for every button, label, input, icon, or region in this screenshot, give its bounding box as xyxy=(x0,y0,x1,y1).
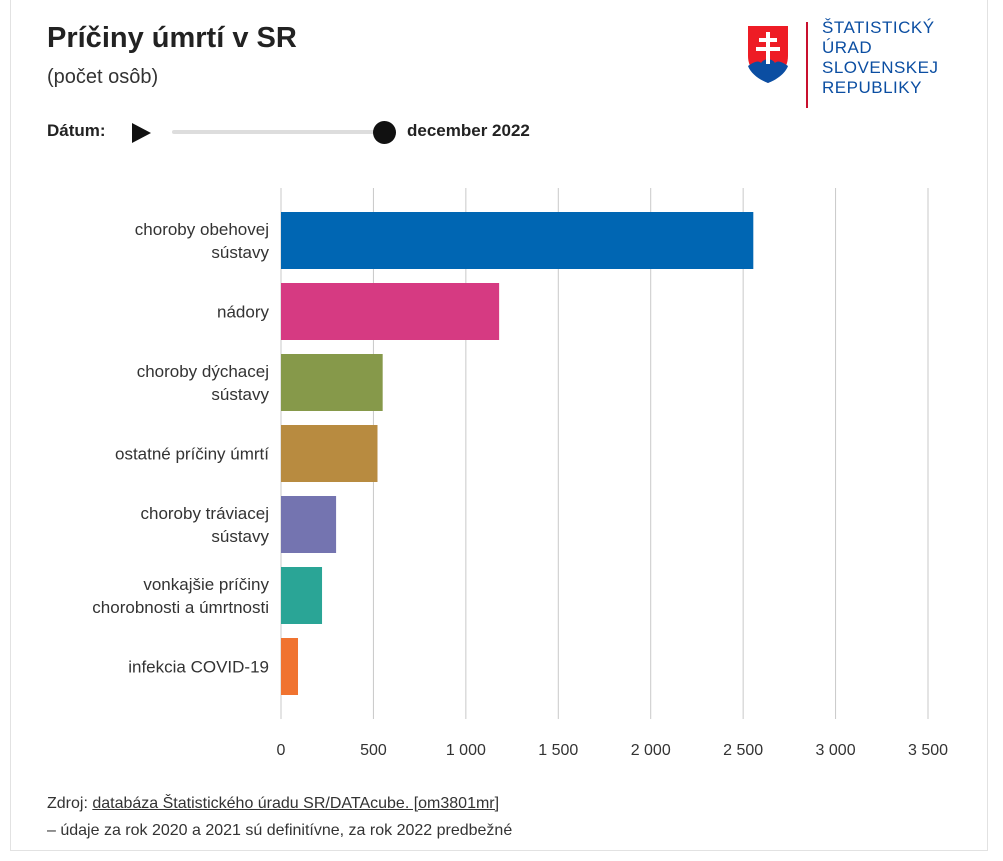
category-label-line: vonkajšie príčiny xyxy=(143,575,269,594)
slovak-coat-of-arms-icon xyxy=(745,23,791,86)
date-label: Dátum: xyxy=(47,121,106,140)
logo-text-line: ŠTATISTICKÝ xyxy=(822,18,935,37)
footer: Zdroj: databáza Štatistického úradu SR/D… xyxy=(47,790,512,844)
bar xyxy=(281,212,754,269)
x-tick-label: 2 500 xyxy=(723,742,763,759)
category-label-line: chorobnosti a úmrtnosti xyxy=(92,598,269,617)
logo-text-line: REPUBLIKY xyxy=(822,78,922,97)
date-slider-thumb[interactable] xyxy=(373,121,396,144)
x-tick-label: 3 000 xyxy=(816,742,856,759)
bar xyxy=(281,283,500,340)
category-label-line: infekcia COVID-19 xyxy=(128,658,269,677)
category-label-line: nádory xyxy=(217,303,269,322)
category-label-line: choroby dýchacej xyxy=(137,362,269,381)
date-slider-track[interactable] xyxy=(172,130,384,134)
logo-text: ŠTATISTICKÝ ÚRAD SLOVENSKEJ REPUBLIKY xyxy=(822,18,939,98)
source-link[interactable]: databáza Štatistického úradu SR/DATAcube… xyxy=(92,795,500,812)
chart-title: Príčiny úmrtí v SR xyxy=(47,22,297,54)
x-tick-label: 1 000 xyxy=(446,742,486,759)
logo-divider xyxy=(806,22,808,108)
category-label: nádory xyxy=(217,303,269,322)
source-line: Zdroj: databáza Štatistického úradu SR/D… xyxy=(47,790,512,817)
source-prefix: Zdroj: xyxy=(47,795,93,812)
category-label: infekcia COVID-19 xyxy=(128,658,269,677)
category-label-line: choroby tráviacej xyxy=(140,504,269,523)
x-tick-label: 2 000 xyxy=(631,742,671,759)
category-label-line: sústavy xyxy=(211,527,269,546)
category-label-line: choroby obehovej xyxy=(135,220,269,239)
x-tick-label: 0 xyxy=(277,742,286,759)
x-tick-label: 3 500 xyxy=(908,742,948,759)
bar xyxy=(281,496,337,553)
bar-chart: 0 500 1 000 1 500 2 000 2 500 3 000 3 500 chorob… xyxy=(92,188,948,759)
date-controls: Dátum: december 2022 xyxy=(47,118,607,148)
category-label-line: sústavy xyxy=(211,385,269,404)
category-label-line: sústavy xyxy=(211,243,269,262)
institution-logo[interactable]: ŠTATISTICKÝ ÚRAD SLOVENSKEJ REPUBLIKY xyxy=(744,18,964,108)
bar xyxy=(281,354,383,411)
x-tick-label: 1 500 xyxy=(538,742,578,759)
bar xyxy=(281,567,323,624)
category-label-line: ostatné príčiny úmrtí xyxy=(115,445,269,464)
x-tick-label: 500 xyxy=(360,742,387,759)
category-label: choroby obehovej sústavy xyxy=(135,220,270,262)
category-label: vonkajšie príčiny chorobnosti a úmrtnosti xyxy=(92,575,269,617)
bar xyxy=(281,638,299,695)
category-label: choroby tráviacej sústavy xyxy=(140,504,269,546)
category-label: choroby dýchacej sústavy xyxy=(137,362,270,404)
category-label: ostatné príčiny úmrtí xyxy=(115,445,269,464)
date-value: december 2022 xyxy=(407,121,530,140)
chart-frame xyxy=(10,0,988,851)
logo-text-line: ÚRAD xyxy=(822,38,873,57)
chart-subtitle: (počet osôb) xyxy=(47,66,159,88)
bar xyxy=(281,425,378,482)
logo-text-line: SLOVENSKEJ xyxy=(822,58,939,77)
play-icon[interactable] xyxy=(129,121,153,145)
data-note: – údaje za rok 2020 a 2021 sú definitívn… xyxy=(47,822,513,839)
